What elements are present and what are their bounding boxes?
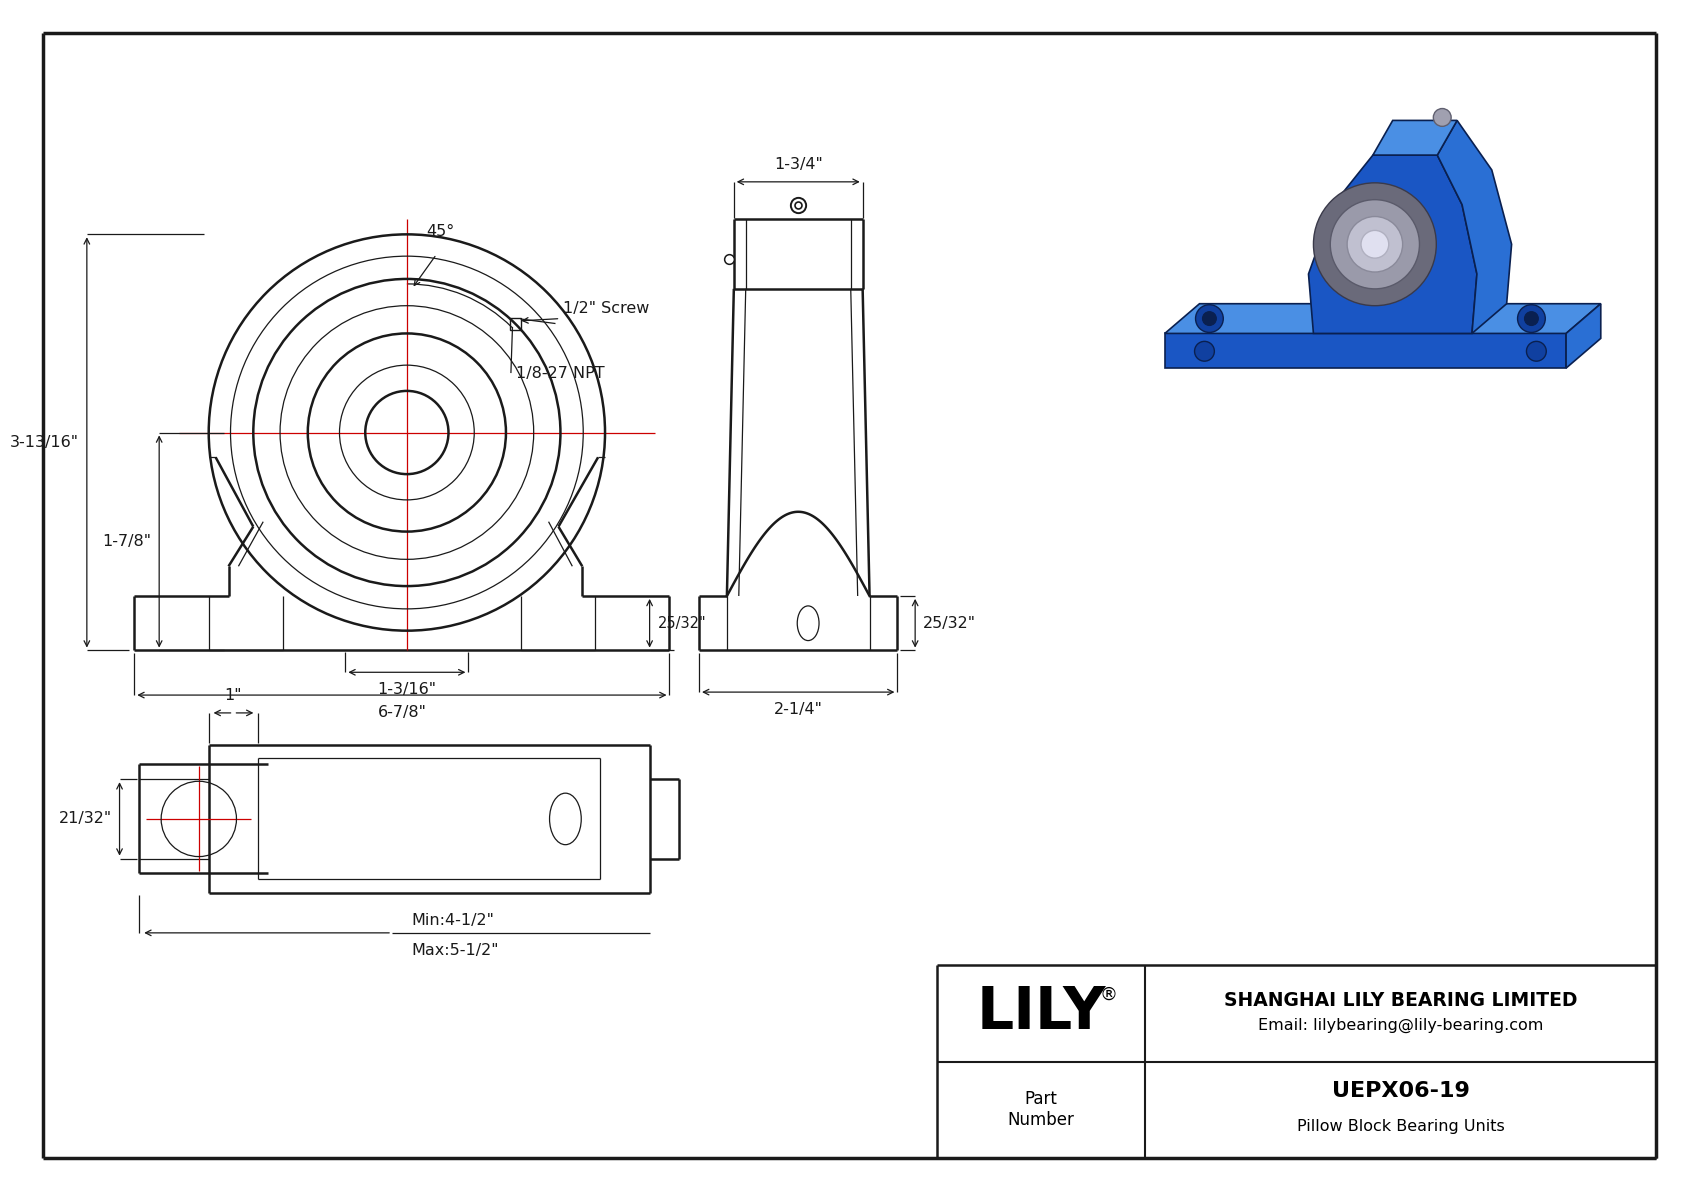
Circle shape (1196, 305, 1223, 332)
Text: Min:4-1/2": Min:4-1/2" (413, 913, 495, 928)
Circle shape (1330, 200, 1420, 289)
Circle shape (1194, 342, 1214, 361)
Text: 2-1/4": 2-1/4" (773, 701, 823, 717)
Text: Email: lilybearing@lily-bearing.com: Email: lilybearing@lily-bearing.com (1258, 1017, 1543, 1033)
Polygon shape (1436, 120, 1512, 333)
Text: 6-7/8": 6-7/8" (377, 705, 426, 721)
Circle shape (1524, 312, 1539, 325)
Text: Part
Number: Part Number (1007, 1090, 1074, 1129)
Circle shape (1526, 342, 1546, 361)
Text: Max:5-1/2": Max:5-1/2" (413, 943, 500, 958)
Circle shape (1347, 217, 1403, 272)
Circle shape (1314, 183, 1436, 306)
Text: 3-13/16": 3-13/16" (10, 435, 79, 450)
Text: SHANGHAI LILY BEARING LIMITED: SHANGHAI LILY BEARING LIMITED (1224, 991, 1578, 1010)
Text: 1": 1" (224, 688, 242, 703)
Text: 45°: 45° (426, 224, 455, 239)
Circle shape (1433, 108, 1452, 126)
Text: ®: ® (1100, 985, 1118, 1003)
Polygon shape (1566, 304, 1601, 368)
Text: 1-7/8": 1-7/8" (103, 534, 152, 549)
Polygon shape (1165, 333, 1566, 368)
Text: 1-3/4": 1-3/4" (775, 157, 822, 172)
Bar (510, 318, 522, 330)
Text: 1/8-27 NPT: 1/8-27 NPT (515, 366, 605, 381)
Text: 1-3/16": 1-3/16" (377, 682, 436, 697)
Circle shape (1202, 312, 1216, 325)
Polygon shape (1308, 155, 1477, 333)
Circle shape (1517, 305, 1546, 332)
Text: 1/2" Screw: 1/2" Screw (564, 300, 650, 316)
Text: 21/32": 21/32" (59, 811, 111, 827)
Text: 25/32": 25/32" (923, 616, 977, 631)
Text: 25/32": 25/32" (657, 616, 706, 631)
Polygon shape (1165, 304, 1601, 333)
Text: Pillow Block Bearing Units: Pillow Block Bearing Units (1297, 1118, 1504, 1134)
Polygon shape (1372, 120, 1457, 155)
Text: LILY: LILY (977, 984, 1106, 1041)
Circle shape (1361, 230, 1389, 258)
Text: UEPX06-19: UEPX06-19 (1332, 1081, 1470, 1102)
